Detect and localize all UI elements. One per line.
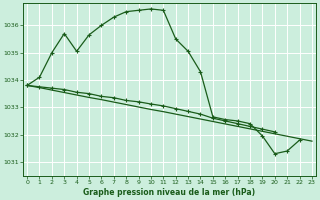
X-axis label: Graphe pression niveau de la mer (hPa): Graphe pression niveau de la mer (hPa) bbox=[84, 188, 256, 197]
